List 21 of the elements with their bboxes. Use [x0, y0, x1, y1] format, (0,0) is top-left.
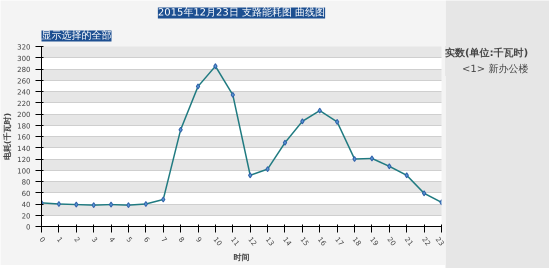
y-axis-title: 电耗(千瓦时) [3, 112, 12, 160]
point [178, 126, 183, 133]
point [56, 201, 62, 207]
chart-title: 2015年12月23日 支路能耗图 曲线图 [158, 6, 326, 18]
point [282, 140, 288, 146]
legend-title: 实数(单位:千瓦时) [445, 46, 528, 60]
point [213, 63, 218, 70]
point [126, 202, 131, 208]
text: <1> 新办公楼 [462, 62, 528, 76]
x-axis-title: 时间 [234, 253, 250, 262]
point [144, 201, 148, 207]
point [370, 155, 374, 162]
point [108, 202, 114, 208]
point [352, 156, 357, 162]
point [334, 118, 340, 125]
point [196, 83, 200, 90]
point [300, 118, 305, 124]
point [161, 196, 166, 202]
chart-subtitle: 显示选择的全部 [42, 30, 112, 42]
point [422, 190, 426, 196]
point [265, 166, 270, 172]
